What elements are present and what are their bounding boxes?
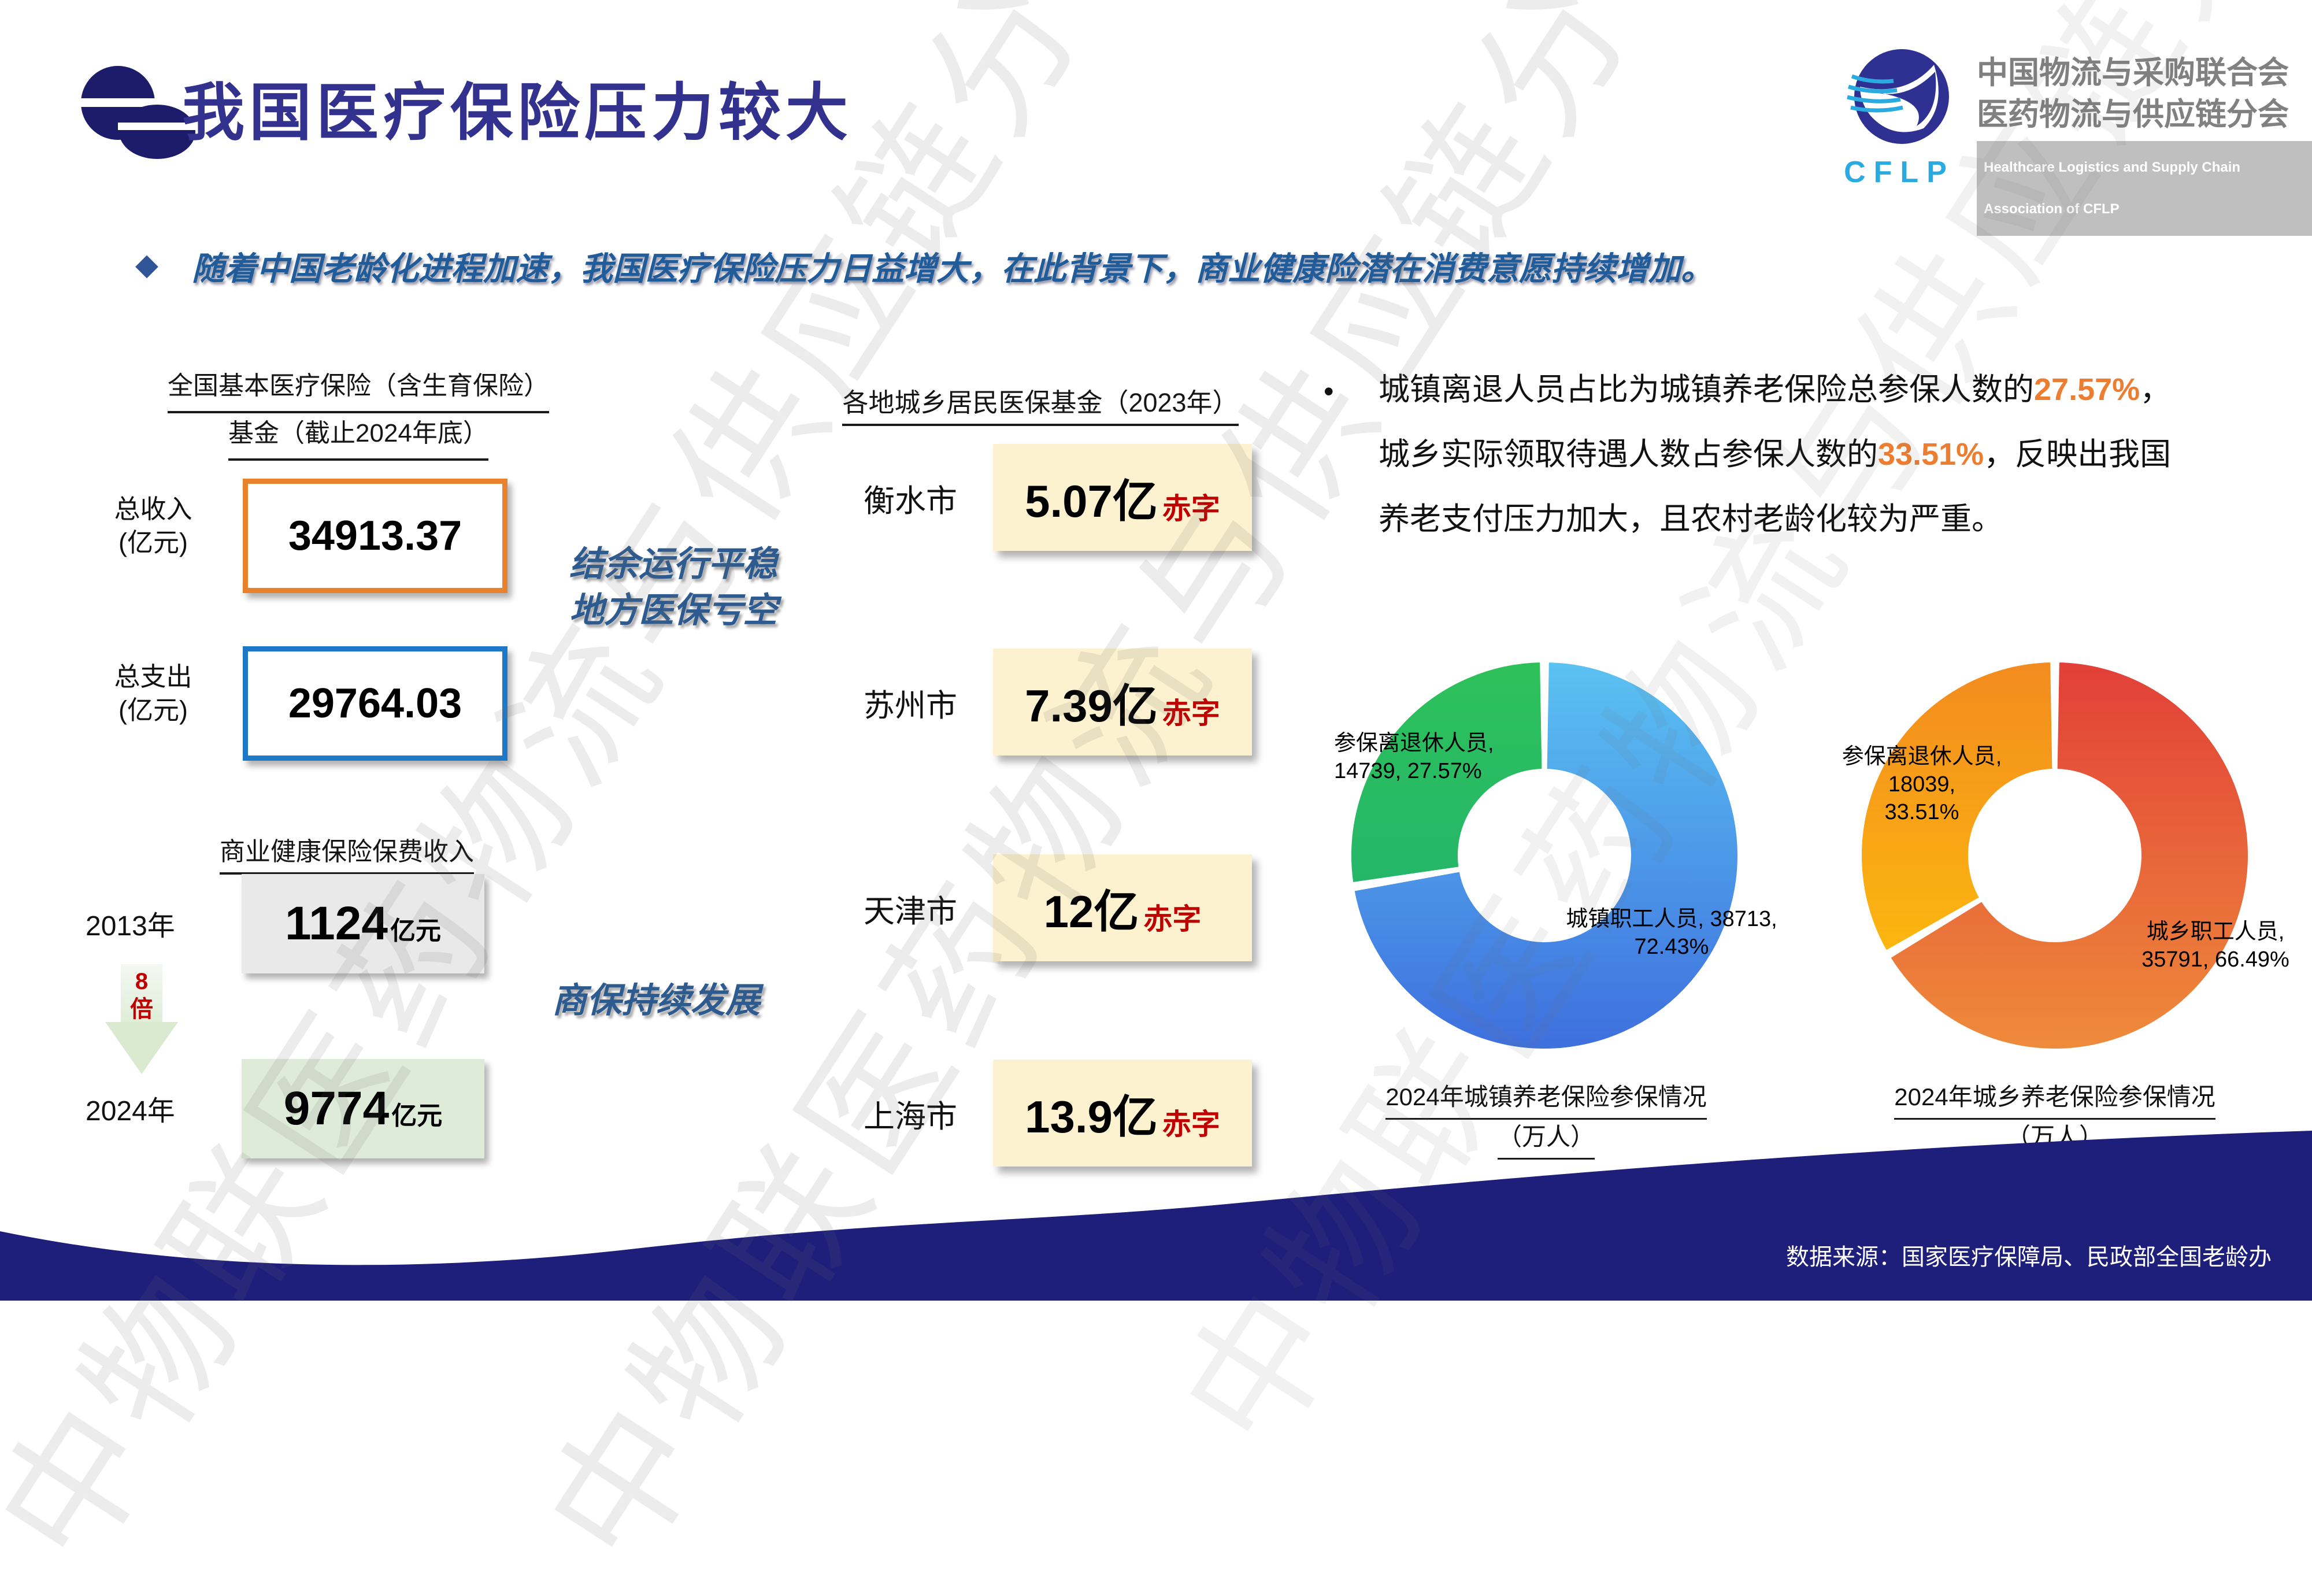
growth-arrow-shaft — [121, 964, 162, 1023]
donut-label-line1: 城镇职工人员, 38713, — [1566, 907, 1777, 931]
city-name: 苏州市 — [864, 688, 957, 723]
logo-org-text: 中国物流与采购联合会 医药物流与供应链分会 Healthcare Logisti… — [1977, 52, 2312, 236]
local-fund-header-text: 各地城乡居民医保基金（2023年） — [842, 382, 1239, 426]
expense-value-box: 29764.03 — [243, 646, 507, 761]
caption-commercial: 商保持续发展 — [552, 981, 760, 1020]
donut-label-rural-retirees: 参保离退休人员, 18039, 33.51% — [1812, 743, 2032, 826]
income-label: 总收入 (亿元) — [104, 492, 202, 560]
income-label-line2: (亿元) — [118, 528, 188, 557]
deficit-label: 赤字 — [1143, 902, 1202, 935]
caption-surplus-line1: 结余运行平稳 — [569, 545, 777, 583]
city-deficit-box: 13.9亿 赤字 — [993, 1060, 1252, 1167]
donut-chart-urban-pension — [1349, 660, 1740, 1051]
growth-multiplier: 8 倍 — [105, 968, 178, 1023]
expense-value: 29764.03 — [288, 680, 462, 727]
donut-label-urban-workers: 城镇职工人员, 38713, 72.43% — [1533, 905, 1810, 961]
donut-label-urban-retirees: 参保离退休人员, 14739, 27.57% — [1334, 730, 1531, 785]
city-deficit-value: 7.39亿 — [1025, 680, 1158, 731]
pension-paragraph-line2: 城乡实际领取待遇人数占参保人数的33.51%，反映出我国 — [1379, 422, 2280, 487]
highlight-percent: 33.51% — [1878, 437, 1984, 472]
text-segment: ，反映出我国 — [1984, 437, 2172, 472]
cflp-logo-text: CFLP — [1844, 155, 1955, 189]
deficit-label: 赤字 — [1162, 492, 1220, 525]
logo-org-english: Healthcare Logistics and Supply Chain As… — [1977, 141, 2312, 236]
donut-title-urban: 2024年城镇养老保险参保情况 （万人） — [1347, 1080, 1746, 1160]
caption-surplus-line2: 地方医保亏空 — [569, 591, 777, 629]
donut-label-line1: 参保离退休人员, — [1334, 731, 1494, 756]
text-segment: 养老支付压力加大，且农村老龄化较为严重。 — [1379, 502, 2003, 536]
city-name: 天津市 — [864, 894, 957, 929]
premium-2013-unit: 亿元 — [390, 917, 441, 945]
city-name: 上海市 — [864, 1099, 957, 1134]
deficit-label: 赤字 — [1162, 1108, 1220, 1140]
growth-multiplier-unit: 倍 — [130, 997, 153, 1022]
income-label-line1: 总收入 — [114, 494, 192, 524]
commercial-header-text: 商业健康保险保费收入 — [220, 831, 474, 875]
premium-2024-unit: 亿元 — [391, 1102, 443, 1130]
city-name: 衡水市 — [864, 484, 957, 519]
donut-label-rural-workers: 城乡职工人员, 35791, 66.49% — [2109, 918, 2312, 973]
premium-2024-value: 9774 — [283, 1082, 390, 1135]
donut-label-line1: 城乡职工人员, — [2146, 920, 2285, 944]
text-segment: ， — [2140, 372, 2172, 407]
commercial-header: 商业健康保险保费收入 — [197, 831, 497, 875]
highlight-percent: 27.57% — [2034, 372, 2140, 407]
donut-title-line1: 2024年城乡养老保险参保情况 — [1894, 1080, 2215, 1120]
basic-fund-header: 全国基本医疗保险（含生育保险） 基金（截止2024年底） — [144, 366, 572, 461]
caption-surplus: 结余运行平稳 地方医保亏空 — [569, 541, 777, 634]
text-segment: 城乡实际领取待遇人数占参保人数的 — [1379, 437, 1878, 472]
diamond-bullet-icon: ◆ — [135, 248, 158, 282]
premium-2013-box: 1124 亿元 — [242, 874, 484, 973]
donut-chart-rural-pension — [1859, 660, 2250, 1051]
donut-label-line2: 35791, 66.49% — [2141, 947, 2289, 972]
premium-2024-box: 9774 亿元 — [242, 1059, 484, 1158]
basic-fund-header-line1: 全国基本医疗保险（含生育保险） — [168, 366, 549, 413]
logo-org-line2: 医药物流与供应链分会 — [1977, 97, 2289, 132]
growth-multiplier-number: 8 — [135, 969, 149, 994]
logo-org-line1: 中国物流与采购联合会 — [1977, 55, 2289, 90]
income-value: 34913.37 — [288, 513, 462, 559]
page-title: 我国医疗保险压力较大 — [182, 77, 853, 147]
income-value-box: 34913.37 — [243, 479, 507, 593]
donut-title-line1: 2024年城镇养老保险参保情况 — [1385, 1080, 1707, 1120]
deficit-label: 赤字 — [1162, 697, 1220, 730]
donut-label-line2: 72.43% — [1634, 935, 1709, 959]
city-deficit-box: 7.39亿 赤字 — [993, 649, 1252, 756]
premium-2013-value: 1124 — [285, 897, 388, 950]
growth-arrow: 8 倍 — [105, 964, 178, 1075]
donut-title-line2: （万人） — [1497, 1120, 1595, 1160]
donut-label-line2: 33.51% — [1884, 800, 1959, 824]
growth-arrow-head — [105, 1022, 178, 1074]
text-segment: 城镇离退人员占比为城镇养老保险总参保人数的 — [1379, 372, 2034, 407]
pills-icon — [80, 66, 197, 159]
basic-fund-header-line2: 基金（截止2024年底） — [228, 413, 488, 461]
city-deficit-value: 13.9亿 — [1025, 1091, 1158, 1142]
expense-label-line2: (亿元) — [118, 695, 188, 725]
city-deficit-value: 12亿 — [1043, 886, 1139, 937]
expense-label: 总支出 (亿元) — [104, 660, 202, 727]
pension-paragraph-line3: 养老支付压力加大，且农村老龄化较为严重。 — [1379, 487, 2280, 551]
city-deficit-box: 5.07亿 赤字 — [993, 444, 1252, 551]
paragraph-bullet: • — [1324, 375, 1334, 408]
donut-label-line2: 14739, 27.57% — [1334, 759, 1482, 783]
pension-paragraph-line1: 城镇离退人员占比为城镇养老保险总参保人数的27.57%， — [1379, 357, 2280, 422]
data-source-text: 数据来源：国家医疗保障局、民政部全国老龄办 — [1786, 1245, 2272, 1270]
donut-label-line1: 参保离退休人员, 18039, — [1842, 745, 2002, 797]
expense-label-line1: 总支出 — [114, 662, 192, 691]
city-deficit-box: 12亿 赤字 — [993, 854, 1252, 961]
intro-text: 随着中国老龄化进程加速，我国医疗保险压力日益增大，在此背景下，商业健康险潜在消费… — [192, 250, 1713, 287]
local-fund-header: 各地城乡居民医保基金（2023年） — [803, 382, 1277, 426]
year-2024-label: 2024年 — [86, 1096, 175, 1127]
pension-paragraph: 城镇离退人员占比为城镇养老保险总参保人数的27.57%， 城乡实际领取待遇人数占… — [1379, 357, 2280, 551]
cflp-logo-icon — [1847, 49, 1949, 144]
year-2013-label: 2013年 — [86, 911, 175, 942]
footer-wave — [0, 1131, 2312, 1301]
city-deficit-value: 5.07亿 — [1025, 475, 1158, 527]
